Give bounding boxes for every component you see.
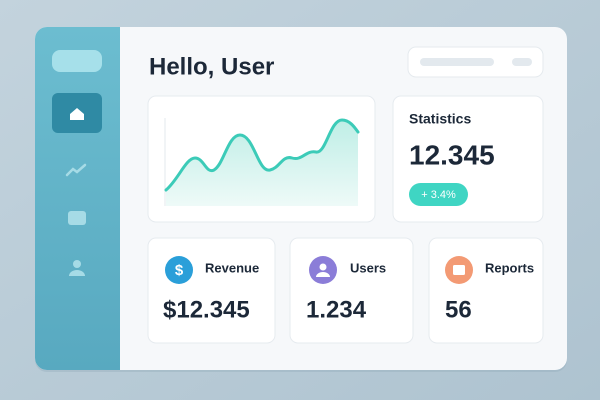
home-icon	[70, 108, 84, 120]
chart-area	[166, 120, 358, 206]
card-value: $12.345	[163, 296, 250, 323]
change-badge	[409, 183, 468, 206]
chart-line	[164, 118, 360, 192]
stats-value: 12.345	[409, 139, 495, 170]
users-glyph	[319, 263, 327, 271]
nav-stats[interactable]	[65, 163, 87, 177]
revenue-icon	[165, 256, 193, 284]
revenue-card	[147, 237, 276, 344]
reports-card	[428, 237, 544, 344]
card-label: Reports	[485, 260, 534, 275]
nav-user[interactable]	[69, 260, 85, 276]
card-value: 56	[445, 296, 472, 323]
search-placeholder	[420, 58, 494, 66]
card-value: 1.234	[306, 296, 367, 323]
dollar-glyph: $	[175, 262, 184, 279]
stats-title: Statistics	[409, 111, 471, 127]
greeting: Hello, User	[149, 53, 274, 80]
nav-cards[interactable]	[68, 211, 86, 225]
card-label: Users	[350, 260, 386, 275]
users-card	[289, 237, 414, 344]
reports-glyph	[453, 265, 465, 275]
card-label: Revenue	[205, 260, 259, 275]
logo-pill	[52, 50, 102, 72]
sidebar	[35, 27, 120, 370]
search-button	[512, 58, 532, 66]
users-glyph-body	[316, 272, 330, 277]
change-text: + 3.4%	[421, 189, 456, 201]
